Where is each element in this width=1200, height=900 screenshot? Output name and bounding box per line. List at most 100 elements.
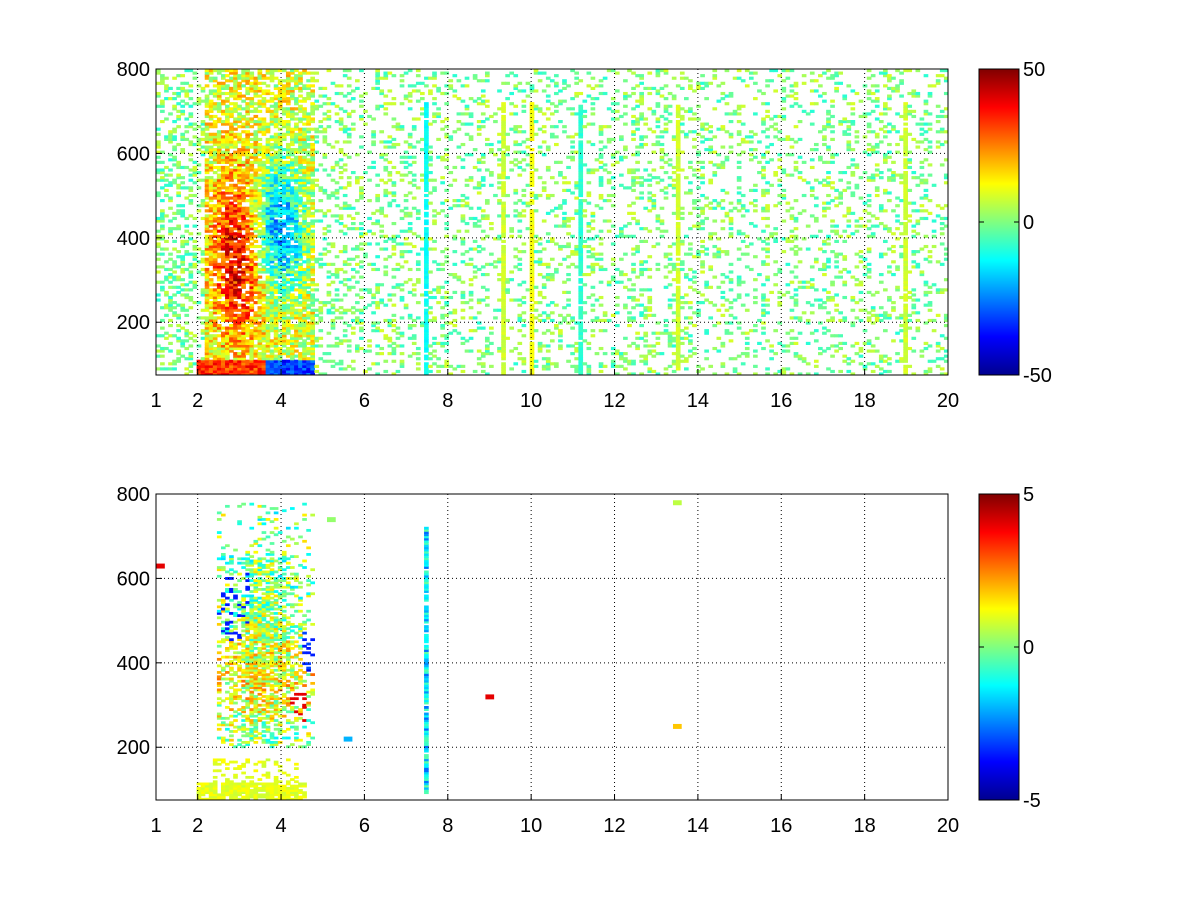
heatmap-cell [298,357,303,361]
heatmap-cell [383,273,389,277]
heatmap-cell [294,247,299,251]
heatmap-cell [273,193,279,198]
heatmap-cell [281,339,287,343]
heatmap-cell [233,219,238,223]
heatmap-cell [273,122,279,126]
heatmap-cell [302,211,307,215]
heatmap-cell [306,117,311,121]
heatmap-cell [277,196,283,200]
heatmap-cell [220,237,226,241]
heatmap-cell [200,127,206,131]
heatmap-cell [253,183,259,187]
heatmap-cell [415,301,421,305]
heatmap-cell [229,227,234,231]
heatmap-cell [407,132,413,136]
heatmap-cell [168,135,173,139]
heatmap-cell [566,298,571,302]
heatmap-cell [350,206,356,210]
heatmap-cell [281,293,287,297]
heatmap-cell [578,260,584,264]
heatmap-cell [472,148,478,152]
heatmap-cell [570,250,575,254]
heatmap-cell [233,84,238,88]
heatmap-cell [220,283,226,287]
heatmap-cell [229,362,234,366]
heatmap-cell [359,135,364,139]
heatmap-cell [306,122,311,126]
heatmap-cell [172,359,177,363]
heatmap-cell [233,280,238,284]
heatmap-cell [180,326,186,330]
heatmap-cell [273,227,279,231]
heatmap-cell [204,275,210,279]
heatmap-cell [529,135,535,139]
heatmap-cell [448,311,454,315]
heatmap-cell [208,288,214,292]
heatmap-cell [415,362,421,366]
heatmap-cell [314,283,320,287]
heatmap-cell [265,193,271,198]
heatmap-cell [225,222,230,226]
heatmap-cell [501,262,506,266]
heatmap-cell [277,79,283,83]
heatmap-cell [285,362,291,366]
heatmap-cell [399,298,405,302]
heatmap-cell [180,181,186,185]
heatmap-cell [545,344,551,348]
heatmap-cell [444,125,450,129]
heatmap-cell [391,102,397,106]
heatmap-cell [208,91,214,96]
heatmap-cell [318,306,324,310]
heatmap-cell [306,160,311,164]
heatmap-cell [541,318,547,323]
heatmap-cell [314,209,320,213]
heatmap-cell [180,104,186,108]
heatmap-cell [265,222,271,226]
heatmap-cell [216,109,222,113]
heatmap-cell [245,176,251,180]
heatmap-cell [225,165,230,170]
heatmap-cell [225,359,230,363]
heatmap-cell [578,313,584,317]
heatmap-cell [529,120,535,124]
heatmap-cell [216,188,222,192]
heatmap-cell [245,318,251,323]
heatmap-cell [253,364,259,368]
heatmap-cell [452,250,458,254]
heatmap-cell [294,239,299,243]
heatmap-cell [269,211,275,215]
heatmap-cell [549,79,555,83]
heatmap-cell [225,186,230,190]
heatmap-cell [277,295,283,300]
heatmap-cell [265,244,271,249]
heatmap-cell [529,209,535,213]
heatmap-cell [269,290,275,294]
heatmap-cell [269,122,275,126]
heatmap-cell [399,316,405,320]
heatmap-cell [574,209,579,213]
heatmap-cell [241,357,246,361]
heatmap-cell [212,336,218,340]
heatmap-cell [253,188,259,192]
heatmap-cell [204,114,210,119]
heatmap-cell [302,214,307,218]
heatmap-cell [432,336,437,340]
heatmap-cell [241,74,246,78]
heatmap-cell [233,140,238,144]
heatmap-cell [220,308,226,312]
heatmap-cell [432,102,437,106]
heatmap-cell [302,242,307,246]
heatmap-cell [501,209,506,213]
heatmap-cell [180,209,186,213]
heatmap-cell [229,145,234,149]
heatmap-cell [269,112,275,116]
heatmap-cell [554,74,559,78]
heatmap-cell [537,107,543,111]
heatmap-cell [355,86,360,90]
heatmap-cell [334,316,340,320]
heatmap-cell [468,283,474,287]
heatmap-cell [241,313,246,317]
heatmap-cell [261,265,267,269]
heatmap-cell [533,316,539,320]
heatmap-cell [342,201,348,205]
